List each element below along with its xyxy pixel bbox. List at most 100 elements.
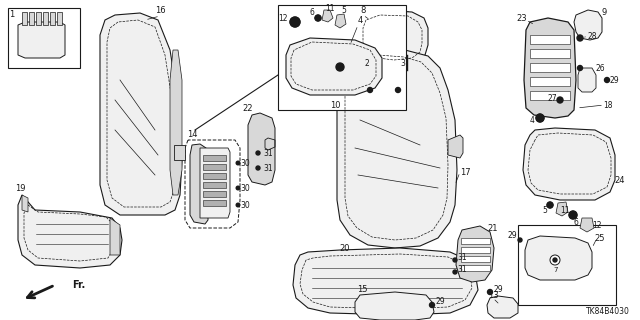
- Polygon shape: [322, 10, 333, 22]
- Polygon shape: [525, 236, 592, 280]
- Text: 19: 19: [15, 183, 25, 193]
- Polygon shape: [18, 195, 122, 268]
- Polygon shape: [461, 265, 490, 271]
- Text: 31: 31: [457, 265, 467, 274]
- Text: 5: 5: [543, 205, 547, 214]
- Text: 12: 12: [592, 220, 602, 229]
- Circle shape: [547, 202, 553, 208]
- Polygon shape: [461, 256, 490, 262]
- Text: 13: 13: [488, 291, 499, 300]
- Circle shape: [315, 15, 321, 21]
- Polygon shape: [29, 12, 34, 25]
- Circle shape: [577, 66, 582, 70]
- Circle shape: [577, 35, 583, 41]
- Polygon shape: [358, 10, 428, 64]
- Polygon shape: [203, 164, 226, 170]
- Text: 30: 30: [240, 183, 250, 193]
- Circle shape: [256, 166, 260, 170]
- Polygon shape: [185, 140, 240, 228]
- Circle shape: [236, 186, 240, 190]
- Polygon shape: [293, 248, 478, 315]
- Circle shape: [293, 20, 297, 24]
- Polygon shape: [335, 14, 346, 28]
- Text: 1: 1: [10, 10, 15, 19]
- Text: 21: 21: [488, 223, 499, 233]
- Circle shape: [553, 258, 557, 262]
- Text: 31: 31: [263, 164, 273, 172]
- Circle shape: [488, 290, 493, 294]
- Text: 10: 10: [330, 100, 340, 109]
- Polygon shape: [355, 292, 434, 320]
- Polygon shape: [461, 247, 490, 253]
- Polygon shape: [50, 12, 55, 25]
- Text: 4: 4: [529, 116, 534, 124]
- Text: TK84B4030: TK84B4030: [586, 308, 630, 316]
- Circle shape: [396, 87, 401, 92]
- Polygon shape: [36, 12, 41, 25]
- FancyBboxPatch shape: [278, 5, 406, 110]
- Circle shape: [569, 211, 577, 219]
- Polygon shape: [530, 77, 570, 86]
- Text: 5: 5: [342, 5, 346, 14]
- Polygon shape: [248, 113, 275, 185]
- Text: 2: 2: [365, 59, 369, 68]
- Circle shape: [367, 87, 372, 92]
- Text: Fr.: Fr.: [72, 280, 85, 290]
- Text: 26: 26: [595, 63, 605, 73]
- Polygon shape: [530, 91, 570, 100]
- Circle shape: [550, 255, 560, 265]
- Polygon shape: [286, 38, 382, 95]
- Polygon shape: [170, 50, 182, 195]
- Polygon shape: [100, 13, 182, 215]
- Polygon shape: [57, 12, 62, 25]
- Circle shape: [317, 17, 319, 20]
- Polygon shape: [203, 191, 226, 197]
- Circle shape: [536, 114, 544, 122]
- Circle shape: [518, 238, 522, 242]
- Text: 23: 23: [516, 13, 527, 22]
- Polygon shape: [578, 68, 596, 92]
- Text: 16: 16: [155, 5, 165, 14]
- Text: 9: 9: [602, 7, 607, 17]
- Text: 18: 18: [604, 100, 612, 109]
- Circle shape: [605, 77, 609, 83]
- Polygon shape: [203, 173, 226, 179]
- Text: 17: 17: [460, 167, 470, 177]
- Polygon shape: [203, 155, 226, 161]
- Text: 14: 14: [187, 130, 197, 139]
- Circle shape: [453, 270, 457, 274]
- Polygon shape: [530, 35, 570, 44]
- Text: 28: 28: [588, 31, 596, 41]
- Polygon shape: [200, 148, 230, 218]
- Text: 29: 29: [507, 230, 517, 239]
- Text: 11: 11: [560, 205, 570, 214]
- Text: 4: 4: [357, 15, 363, 25]
- Polygon shape: [461, 238, 490, 244]
- Text: 7: 7: [554, 267, 558, 273]
- Polygon shape: [22, 195, 28, 212]
- FancyBboxPatch shape: [518, 225, 616, 305]
- Polygon shape: [456, 226, 494, 282]
- Text: 22: 22: [243, 103, 253, 113]
- FancyBboxPatch shape: [8, 8, 80, 68]
- Polygon shape: [487, 296, 518, 318]
- Polygon shape: [174, 145, 185, 160]
- Polygon shape: [203, 182, 226, 188]
- Polygon shape: [530, 63, 570, 72]
- Text: 30: 30: [240, 158, 250, 167]
- Polygon shape: [337, 48, 457, 248]
- Circle shape: [453, 258, 457, 262]
- Circle shape: [557, 97, 563, 103]
- Circle shape: [236, 161, 240, 165]
- Text: 29: 29: [493, 285, 503, 294]
- Text: 29: 29: [435, 298, 445, 307]
- Polygon shape: [203, 200, 226, 206]
- Text: 15: 15: [356, 285, 367, 294]
- Circle shape: [290, 17, 300, 27]
- Text: 12: 12: [278, 13, 288, 22]
- Polygon shape: [448, 135, 463, 158]
- Text: 27: 27: [547, 93, 557, 102]
- Circle shape: [536, 114, 544, 122]
- Circle shape: [571, 213, 575, 217]
- Text: 25: 25: [595, 234, 605, 243]
